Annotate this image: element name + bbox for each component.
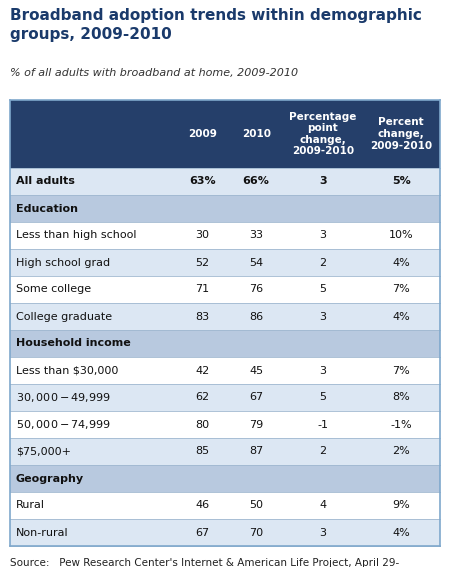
Text: 3: 3	[320, 231, 326, 240]
Text: 5: 5	[320, 285, 326, 294]
Text: 52: 52	[195, 257, 210, 268]
Text: 87: 87	[249, 446, 263, 456]
Text: 4%: 4%	[392, 257, 410, 268]
Text: Some college: Some college	[16, 285, 91, 294]
Text: 50: 50	[249, 501, 263, 510]
Bar	[10, 492, 440, 519]
Text: High school grad: High school grad	[16, 257, 110, 268]
Text: Rural: Rural	[16, 501, 45, 510]
Text: 2: 2	[319, 446, 326, 456]
Text: 10%: 10%	[389, 231, 414, 240]
Text: 2010: 2010	[242, 129, 271, 139]
Text: 45: 45	[249, 366, 263, 375]
Text: 8%: 8%	[392, 392, 410, 403]
Text: Broadband adoption trends within demographic
groups, 2009-2010: Broadband adoption trends within demogra…	[10, 8, 422, 42]
Bar	[10, 168, 440, 195]
Bar	[10, 411, 440, 438]
Text: 70: 70	[249, 527, 263, 538]
Bar	[10, 222, 440, 249]
Text: 3: 3	[320, 311, 326, 321]
Text: 4: 4	[319, 501, 326, 510]
Text: 4%: 4%	[392, 311, 410, 321]
Text: 30: 30	[195, 231, 209, 240]
Text: Non-rural: Non-rural	[16, 527, 68, 538]
Text: 2: 2	[319, 257, 326, 268]
Text: 46: 46	[195, 501, 210, 510]
Text: 62: 62	[195, 392, 210, 403]
Text: 80: 80	[195, 420, 210, 429]
Text: Less than $30,000: Less than $30,000	[16, 366, 118, 375]
Text: -1%: -1%	[391, 420, 412, 429]
Text: 67: 67	[249, 392, 263, 403]
Text: 67: 67	[195, 527, 210, 538]
Text: 7%: 7%	[392, 285, 410, 294]
Bar	[10, 276, 440, 303]
Bar	[10, 438, 440, 465]
Bar	[10, 100, 440, 168]
Text: 3: 3	[319, 176, 327, 187]
Text: 42: 42	[195, 366, 210, 375]
Text: Less than high school: Less than high school	[16, 231, 136, 240]
Text: 33: 33	[249, 231, 263, 240]
Text: 71: 71	[195, 285, 210, 294]
Text: 4%: 4%	[392, 527, 410, 538]
Text: $75,000+: $75,000+	[16, 446, 71, 456]
Text: 2009: 2009	[188, 129, 217, 139]
Bar	[10, 384, 440, 411]
Text: 76: 76	[249, 285, 263, 294]
Bar	[10, 519, 440, 546]
Text: $30,000-$49,999: $30,000-$49,999	[16, 391, 111, 404]
Text: 54: 54	[249, 257, 263, 268]
Text: 5: 5	[320, 392, 326, 403]
Text: Household income: Household income	[16, 338, 131, 349]
Text: 5%: 5%	[392, 176, 411, 187]
Text: $50,000-$74,999: $50,000-$74,999	[16, 418, 111, 431]
Text: 3: 3	[320, 366, 326, 375]
Text: 66%: 66%	[243, 176, 270, 187]
Text: 2%: 2%	[392, 446, 410, 456]
Text: All adults: All adults	[16, 176, 75, 187]
Text: College graduate: College graduate	[16, 311, 112, 321]
Bar	[10, 195, 440, 222]
Text: 7%: 7%	[392, 366, 410, 375]
Bar	[10, 303, 440, 330]
Text: % of all adults with broadband at home, 2009-2010: % of all adults with broadband at home, …	[10, 68, 298, 78]
Text: 86: 86	[249, 311, 263, 321]
Text: Percent
change,
2009-2010: Percent change, 2009-2010	[370, 117, 432, 151]
Text: Education: Education	[16, 204, 78, 214]
Text: 9%: 9%	[392, 501, 410, 510]
Text: 83: 83	[195, 311, 210, 321]
Bar	[10, 465, 440, 492]
Bar	[10, 249, 440, 276]
Text: -1: -1	[317, 420, 328, 429]
Text: 79: 79	[249, 420, 263, 429]
Text: Percentage
point
change,
2009-2010: Percentage point change, 2009-2010	[289, 112, 356, 156]
Bar	[10, 330, 440, 357]
Text: 85: 85	[195, 446, 210, 456]
Text: 63%: 63%	[189, 176, 216, 187]
Bar	[10, 357, 440, 384]
Text: 3: 3	[320, 527, 326, 538]
Text: Geography: Geography	[16, 473, 84, 484]
Text: Source:   Pew Research Center's Internet & American Life Project, April 29-
May : Source: Pew Research Center's Internet &…	[10, 558, 399, 567]
